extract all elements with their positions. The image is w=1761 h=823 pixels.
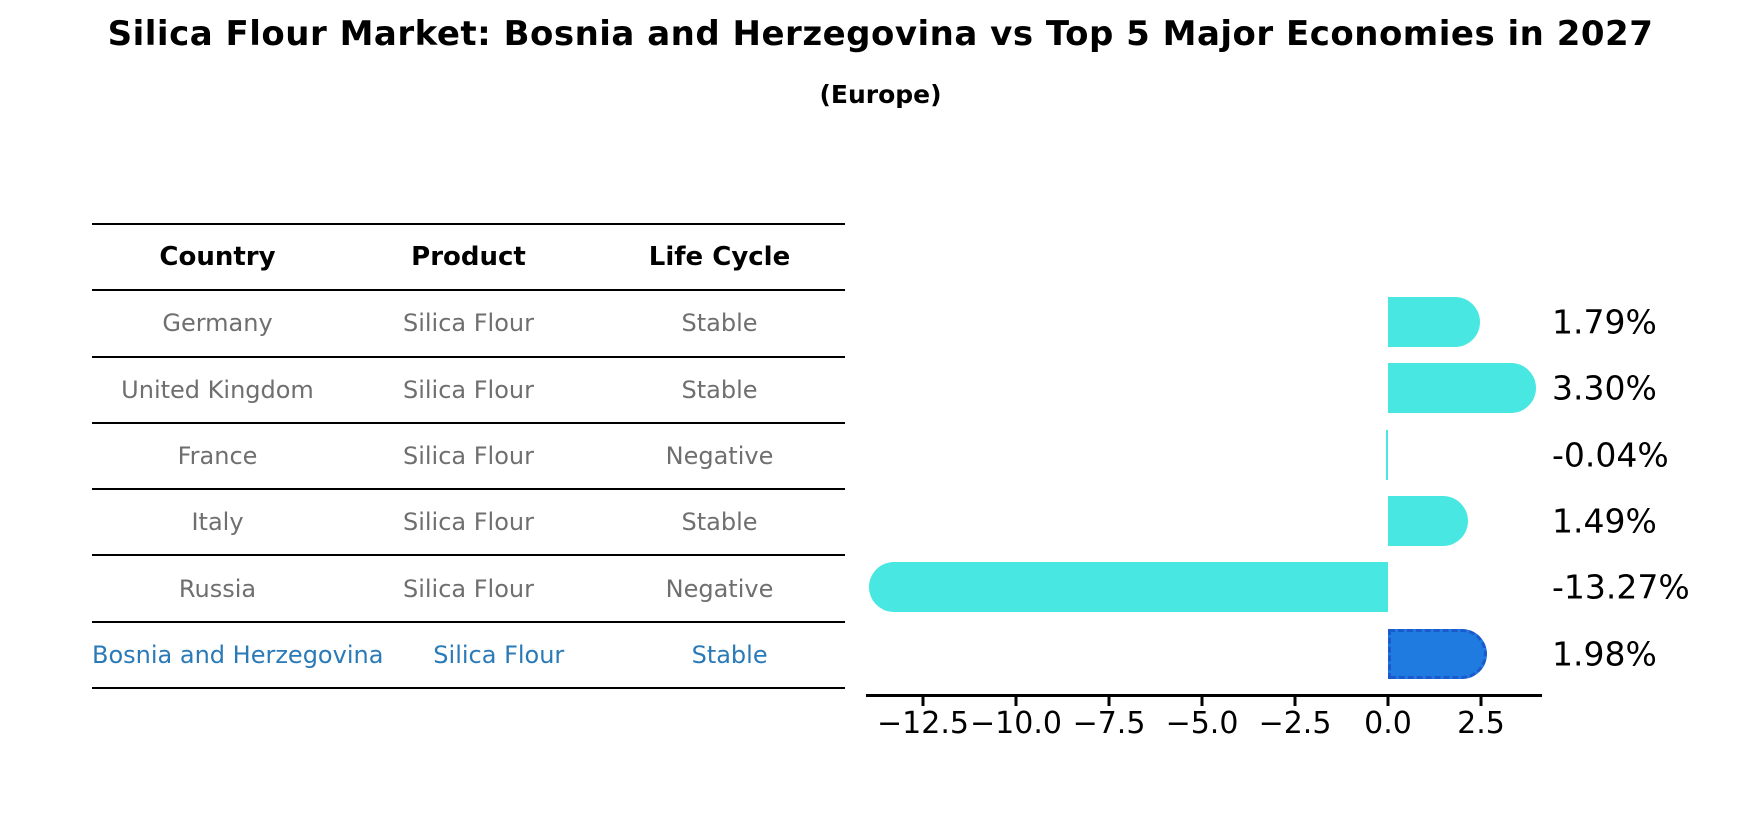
table-row-bosnia-and-herzegovina: Bosnia and Herzegovina Silica Flour Stable <box>92 623 845 690</box>
x-tick <box>1200 697 1204 706</box>
cell-country: Bosnia and Herzegovina <box>92 640 384 669</box>
x-tick-label: 0.0 <box>1364 706 1412 741</box>
x-tick-label: −12.5 <box>877 706 969 741</box>
value-label-bosnia-and-herzegovina: 1.98% <box>1552 634 1657 673</box>
x-tick-label: −5.0 <box>1165 706 1239 741</box>
cell-product: Silica Flour <box>402 309 534 338</box>
x-tick-label: −7.5 <box>1072 706 1146 741</box>
value-label-united-kingdom: 3.30% <box>1552 368 1657 408</box>
bar-france <box>1386 429 1388 480</box>
cell-country: United Kingdom <box>121 375 314 404</box>
column-header-lifecycle: Life Cycle <box>648 242 791 273</box>
cell-lifecycle: Stable <box>681 375 758 404</box>
x-tick <box>1107 697 1111 706</box>
comparison-table: Country Product Life Cycle Germany Silica… <box>92 223 845 690</box>
bar-united-kingdom <box>1388 363 1536 414</box>
table-row-united-kingdom: United Kingdom Silica Flour Stable <box>92 358 845 424</box>
value-label-italy: 1.49% <box>1552 501 1657 541</box>
cell-country: Russia <box>178 574 257 603</box>
table-row-germany: Germany Silica Flour Stable <box>92 291 845 358</box>
table-row-italy: Italy Silica Flour Stable <box>92 490 845 557</box>
x-tick <box>1014 697 1018 706</box>
x-tick-label: 2.5 <box>1457 706 1505 741</box>
x-tick <box>1293 697 1297 706</box>
cell-lifecycle: Stable <box>681 508 758 537</box>
column-header-product: Product <box>411 242 526 273</box>
cell-product: Silica Flour <box>402 574 534 603</box>
x-tick <box>1479 697 1483 706</box>
cell-product: Silica Flour <box>402 508 534 537</box>
x-tick <box>1386 697 1390 706</box>
bar-bosnia-and-herzegovina <box>1388 628 1487 679</box>
cell-country: Germany <box>162 309 273 338</box>
x-tick-label: −10.0 <box>970 706 1062 741</box>
table-header-row: Country Product Life Cycle <box>92 225 845 292</box>
cell-country: France <box>177 442 258 471</box>
cell-product: Silica Flour <box>402 375 534 404</box>
table-row-france: France Silica Flour Negative <box>92 424 845 491</box>
bar-italy <box>1388 495 1469 546</box>
cell-country: Italy <box>191 508 244 537</box>
cell-lifecycle: Stable <box>681 309 758 338</box>
column-header-country: Country <box>159 242 276 273</box>
value-label-france: -0.04% <box>1552 435 1669 475</box>
x-axis-spine <box>866 694 1542 697</box>
table-row-russia: Russia Silica Flour Negative <box>92 556 845 623</box>
cell-lifecycle: Negative <box>665 574 774 603</box>
value-label-germany: 1.79% <box>1552 302 1657 342</box>
cell-product: Silica Flour <box>402 442 534 471</box>
cell-lifecycle: Negative <box>665 442 774 471</box>
bar-russia <box>869 562 1388 613</box>
chart-subtitle: (Europe) <box>819 80 942 109</box>
cell-product: Silica Flour <box>433 640 565 669</box>
x-tick <box>921 697 925 706</box>
bar-germany <box>1388 297 1480 347</box>
table-body: Germany Silica Flour Stable United Kingdom S… <box>92 291 845 690</box>
value-label-russia: -13.27% <box>1552 567 1690 607</box>
chart-title: Silica Flour Market: Bosnia and Herzegov… <box>107 14 1654 54</box>
cell-lifecycle: Stable <box>691 640 768 669</box>
x-tick-label: −2.5 <box>1258 706 1332 741</box>
